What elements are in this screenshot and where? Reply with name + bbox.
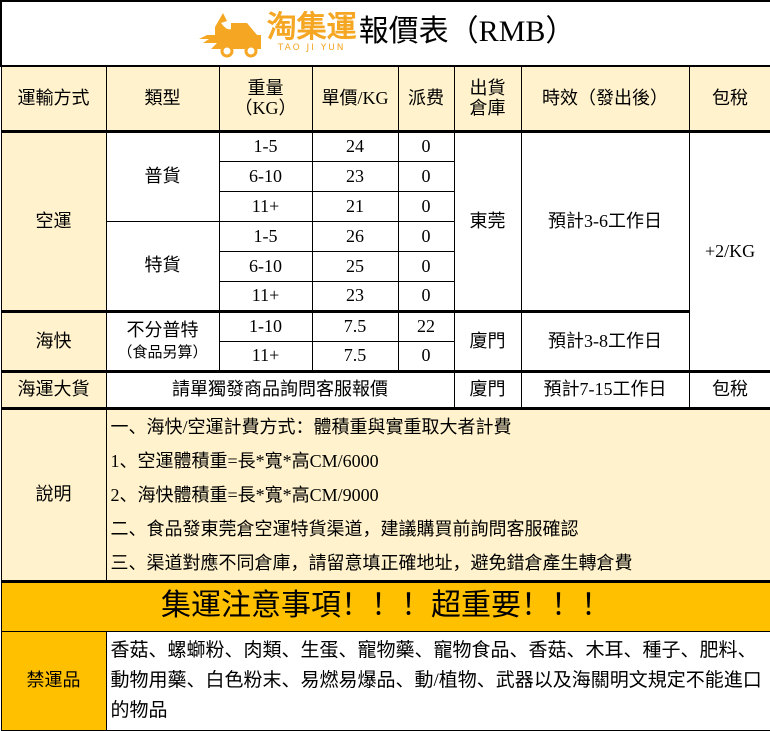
header-tax: 包稅	[689, 66, 770, 131]
header-type: 類型	[106, 66, 219, 131]
header-weight: 重量（KG）	[219, 66, 312, 131]
header-weight-line2: （KG）	[235, 98, 297, 118]
fee-cell: 0	[398, 221, 454, 251]
logo-text: 淘集運	[267, 13, 357, 43]
weight-cell: 1-10	[219, 311, 312, 341]
price-cell: 7.5	[312, 341, 398, 371]
header-timing: 時效（發出後）	[521, 66, 689, 131]
note-line: 1、空運體積重=長*寬*高CM/6000	[111, 444, 770, 478]
weight-cell: 6-10	[219, 251, 312, 281]
fee-cell: 0	[398, 161, 454, 191]
header-warehouse-line1: 出貨	[470, 78, 506, 98]
notes: 一、海快/空運計費方式：體積重與實重取大者計費 1、空運體積重=長*寬*高CM/…	[106, 408, 770, 581]
weight-cell: 1-5	[219, 131, 312, 161]
note-line: 二、食品發東莞倉空運特貨渠道，建議購買前詢問客服確認	[111, 512, 770, 546]
air-type-general: 普貨	[106, 131, 219, 221]
forbidden-label: 禁運品	[1, 631, 106, 730]
price-cell: 26	[312, 221, 398, 251]
header-warehouse: 出貨倉庫	[454, 66, 521, 131]
price-cell: 21	[312, 191, 398, 221]
header-method: 運輸方式	[1, 66, 106, 131]
air-warehouse: 東莞	[454, 131, 521, 311]
sea-express-type-note: （食品另算）	[117, 345, 207, 361]
header-weight-line1: 重量	[248, 78, 284, 98]
weight-cell: 1-5	[219, 221, 312, 251]
price-cell: 24	[312, 131, 398, 161]
air-tax: +2/KG	[689, 131, 770, 371]
weight-cell: 11+	[219, 191, 312, 221]
sea-express-timing: 預計3-8工作日	[521, 311, 689, 371]
air-timing: 預計3-6工作日	[521, 131, 689, 311]
price-cell: 25	[312, 251, 398, 281]
fee-cell: 0	[398, 131, 454, 161]
weight-cell: 11+	[219, 341, 312, 371]
sea-bulk-note: 請單獨發商品詢問客服報價	[106, 371, 454, 408]
air-type-special: 特貨	[106, 221, 219, 311]
note-line: 2、海快體積重=長*寬*高CM/9000	[111, 478, 770, 512]
sea-bulk-warehouse: 廈門	[454, 371, 521, 408]
header-warehouse-line2: 倉庫	[470, 98, 506, 118]
notice-banner: 集運注意事項！！！超重要！！！	[1, 581, 770, 631]
truck-icon	[197, 9, 267, 59]
header-delivery-fee: 派费	[398, 66, 454, 131]
fee-cell: 0	[398, 341, 454, 371]
note-line: 一、海快/空運計費方式：體積重與實重取大者計費	[111, 410, 770, 444]
logo-subtext: TAO JI YUN	[278, 43, 346, 53]
weight-cell: 11+	[219, 281, 312, 311]
price-cell: 23	[312, 161, 398, 191]
sea-express-type-label: 不分普特	[127, 320, 199, 340]
sea-bulk-timing: 預計7-15工作日	[521, 371, 689, 408]
note-line: 三、渠道對應不同倉庫，請留意填正確地址，避免錯倉產生轉倉費	[111, 546, 770, 580]
air-method: 空運	[1, 131, 106, 311]
sea-express-method: 海快	[1, 311, 106, 371]
fee-cell: 0	[398, 281, 454, 311]
notes-label: 說明	[1, 408, 106, 581]
fee-cell: 0	[398, 251, 454, 281]
sea-bulk-tax: 包稅	[689, 371, 770, 408]
sea-express-warehouse: 廈門	[454, 311, 521, 371]
sea-express-type: 不分普特 （食品另算）	[106, 311, 219, 371]
header-unit-price: 單價/KG	[312, 66, 398, 131]
fee-cell: 22	[398, 311, 454, 341]
price-cell: 7.5	[312, 311, 398, 341]
sea-bulk-method: 海運大貨	[1, 371, 106, 408]
fee-cell: 0	[398, 191, 454, 221]
page-title: 報價表（RMB）	[359, 14, 576, 47]
weight-cell: 6-10	[219, 161, 312, 191]
forbidden-items: 香菇、螺螄粉、肉類、生蛋、寵物藥、寵物食品、香菇、木耳、種子、肥料、動物用藥、白…	[106, 631, 770, 730]
price-cell: 23	[312, 281, 398, 311]
